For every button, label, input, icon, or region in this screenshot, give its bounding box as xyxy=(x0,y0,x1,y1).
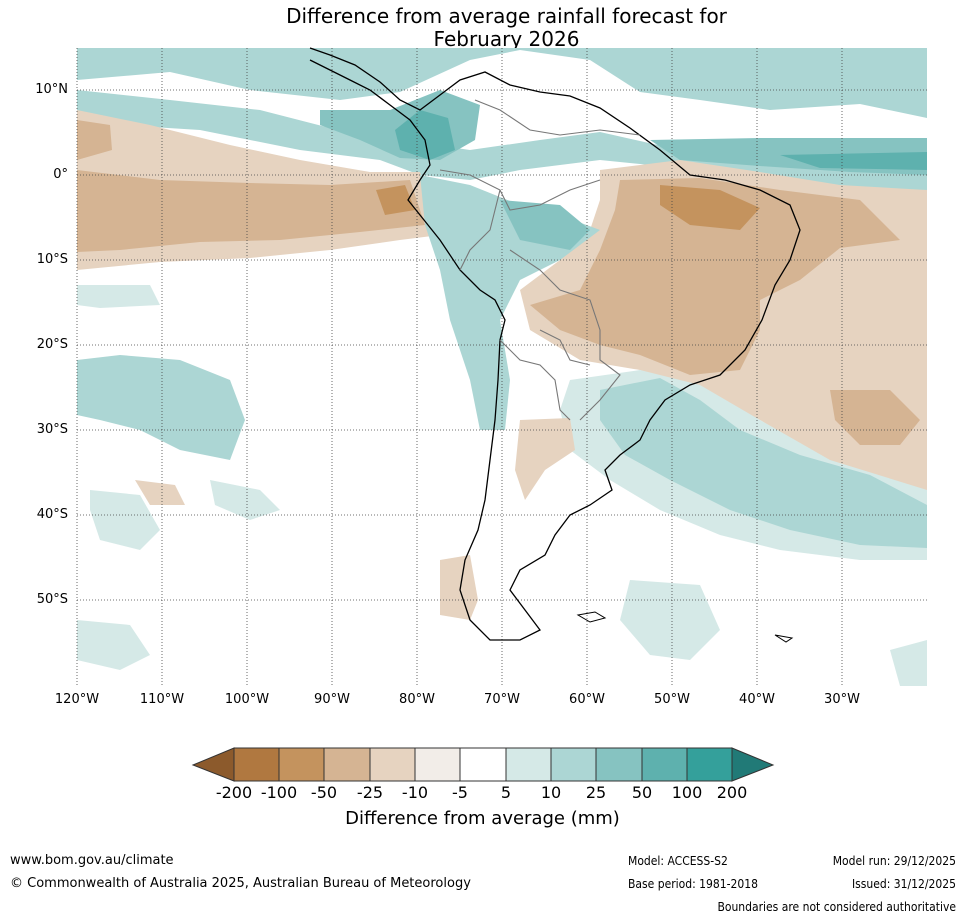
boundaries-disclaimer: Boundaries are not considered authoritat… xyxy=(717,900,956,914)
lon-label-100w: 100°W xyxy=(224,692,270,707)
dry-core-ecuador xyxy=(376,185,415,215)
legend-arrow-high xyxy=(731,747,775,782)
dry-core-brazil xyxy=(660,185,760,230)
lat-label-20s: 20°S xyxy=(36,337,68,352)
wet-blob-south-2 xyxy=(620,580,720,660)
lon-label-90w: 90°W xyxy=(314,692,350,707)
legend-swatch-4 xyxy=(369,747,416,782)
legend-tick: -25 xyxy=(356,783,384,802)
rainfall-anomaly-map xyxy=(76,47,927,686)
wet-blob-pacific-1 xyxy=(77,355,245,460)
legend-swatch-1 xyxy=(233,747,280,782)
dry-region-chile xyxy=(440,555,478,620)
legend-tick: -10 xyxy=(401,783,429,802)
lon-label-50w: 50°W xyxy=(654,692,690,707)
legend-swatch-11 xyxy=(686,747,733,782)
lat-label-10s: 10°S xyxy=(36,252,68,267)
legend-swatch-5 xyxy=(414,747,461,782)
wet-core-bolivia xyxy=(500,200,590,250)
legend-title: Difference from average (mm) xyxy=(345,808,620,829)
wet-core-colombia-2 xyxy=(395,110,455,160)
south-georgia xyxy=(774,634,794,643)
lon-label-120w: 120°W xyxy=(54,692,100,707)
legend-swatch-8 xyxy=(550,747,597,782)
lon-label-40w: 40°W xyxy=(739,692,775,707)
wet-blob-pacific-3 xyxy=(90,490,160,550)
base-period: Base period: 1981-2018 xyxy=(628,877,759,891)
wet-blob-pacific-4 xyxy=(210,480,280,520)
dry-region-argentina xyxy=(515,418,575,500)
issued-date: Issued: 31/12/2025 xyxy=(851,877,956,891)
legend-swatch-10 xyxy=(641,747,688,782)
lat-label-40s: 40°S xyxy=(36,507,68,522)
legend-tick: 5 xyxy=(500,783,512,802)
wet-band-north xyxy=(77,48,927,118)
legend-swatch-7 xyxy=(505,747,552,782)
legend-tick: 100 xyxy=(671,783,703,802)
legend-swatch-9 xyxy=(595,747,643,782)
lat-label-10n: 10°N xyxy=(35,82,68,97)
wet-region-se-south-america-2 xyxy=(600,378,927,548)
country-borders xyxy=(439,99,641,421)
lon-label-30w: 30°W xyxy=(824,692,860,707)
lat-label-30s: 30°S xyxy=(36,422,68,437)
lon-label-70w: 70°W xyxy=(484,692,520,707)
lat-label-0: 0° xyxy=(53,167,68,182)
lon-label-110w: 110°W xyxy=(139,692,185,707)
wet-blob-pacific-2 xyxy=(77,285,160,308)
legend-tick: -5 xyxy=(452,783,468,802)
dry-spot-west xyxy=(77,120,112,160)
legend-tick: -100 xyxy=(260,783,298,802)
dry-region-brazil-2 xyxy=(530,178,900,375)
legend-tick: 10 xyxy=(540,783,562,802)
dry-spot-pacific xyxy=(135,480,185,505)
legend-tick: -50 xyxy=(310,783,338,802)
map-title-line2: February 2026 xyxy=(433,27,580,51)
south-america-coastline xyxy=(309,47,801,641)
wet-blob-south-1 xyxy=(77,620,150,670)
website-link[interactable]: www.bom.gov.au/climate xyxy=(10,853,174,868)
dry-region-south-atlantic xyxy=(830,390,920,445)
dry-band-equator-2 xyxy=(77,170,425,252)
legend-tick: 25 xyxy=(585,783,607,802)
legend-swatch-6 xyxy=(459,747,507,782)
lat-label-50s: 50°S xyxy=(36,592,68,607)
lon-label-80w: 80°W xyxy=(399,692,435,707)
wet-blob-south-3 xyxy=(890,640,927,686)
wet-core-atlantic-2 xyxy=(780,152,927,170)
falkland-islands xyxy=(576,611,607,623)
copyright-text: © Commonwealth of Australia 2025, Austra… xyxy=(10,876,471,891)
gridlines xyxy=(76,48,927,686)
lon-label-60w: 60°W xyxy=(569,692,605,707)
legend-tick: -200 xyxy=(215,783,253,802)
legend-swatch-3 xyxy=(323,747,371,782)
legend-arrow-low xyxy=(191,747,235,782)
model-name: Model: ACCESS-S2 xyxy=(628,854,728,868)
legend-swatch-2 xyxy=(278,747,325,782)
legend-tick: 50 xyxy=(631,783,653,802)
map-title-line1: Difference from average rainfall forecas… xyxy=(286,4,727,28)
model-run-date: Model run: 29/12/2025 xyxy=(832,854,956,868)
legend-tick: 200 xyxy=(716,783,748,802)
